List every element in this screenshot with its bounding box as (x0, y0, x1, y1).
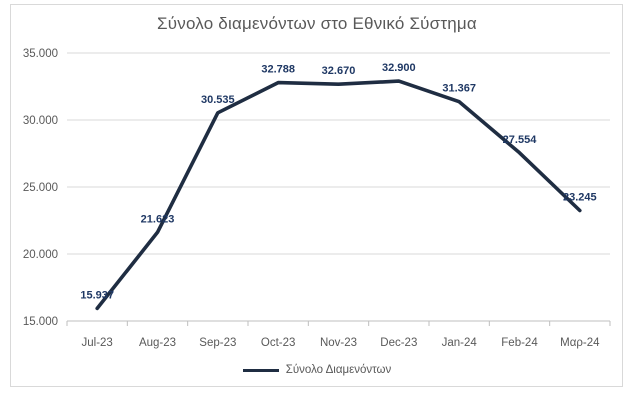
x-tick-label: Sep-23 (199, 337, 236, 349)
data-label: 32.900 (382, 62, 416, 74)
series-line (95, 79, 582, 311)
x-tick-label: Aug-23 (139, 337, 176, 349)
chart-frame (10, 4, 623, 387)
y-tick-label: 15.000 (23, 316, 58, 328)
x-tick-label: Jul-23 (82, 337, 113, 349)
legend-label: Σύνολο Διαμενόντων (285, 364, 392, 376)
y-tick-label: 25.000 (23, 182, 58, 194)
data-label: 31.367 (442, 83, 476, 95)
legend-line-swatch (242, 368, 279, 372)
x-tick-label: Nov-23 (320, 337, 357, 349)
x-tick-label: Jan-24 (442, 337, 478, 349)
data-label: 32.670 (322, 65, 356, 77)
y-gridlines (67, 52, 610, 322)
x-tick-label: Feb-24 (501, 337, 538, 349)
x-tick-label: Dec-23 (380, 337, 417, 349)
chart-title: Σύνολο διαμενόντων στο Εθνικό Σύστημα (157, 14, 477, 33)
x-tick-label: Μαρ-24 (560, 337, 600, 349)
data-labels: 15.937 21.623 30.535 32.788 32.670 32.900 31.3… (80, 62, 596, 301)
x-axis-ticks (66, 321, 611, 326)
data-label: 27.554 (503, 134, 538, 146)
data-label: 30.535 (201, 94, 235, 106)
x-axis-labels: Jul-23 Aug-23 Sep-23 Oct-23 Nov-23 Dec-23 Jan-… (82, 337, 601, 349)
y-tick-label: 30.000 (23, 115, 58, 127)
data-label: 32.788 (261, 64, 295, 76)
data-label: 23.245 (563, 192, 597, 204)
data-label: 21.623 (141, 213, 175, 225)
data-label: 15.937 (80, 289, 114, 301)
y-axis-labels: 15.000 20.000 25.000 30.000 35.000 (23, 48, 58, 328)
y-tick-label: 20.000 (23, 249, 58, 261)
legend: Σύνολο Διαμενόντων (10, 364, 624, 376)
x-tick-label: Oct-23 (261, 337, 296, 349)
y-tick-label: 35.000 (23, 48, 58, 60)
